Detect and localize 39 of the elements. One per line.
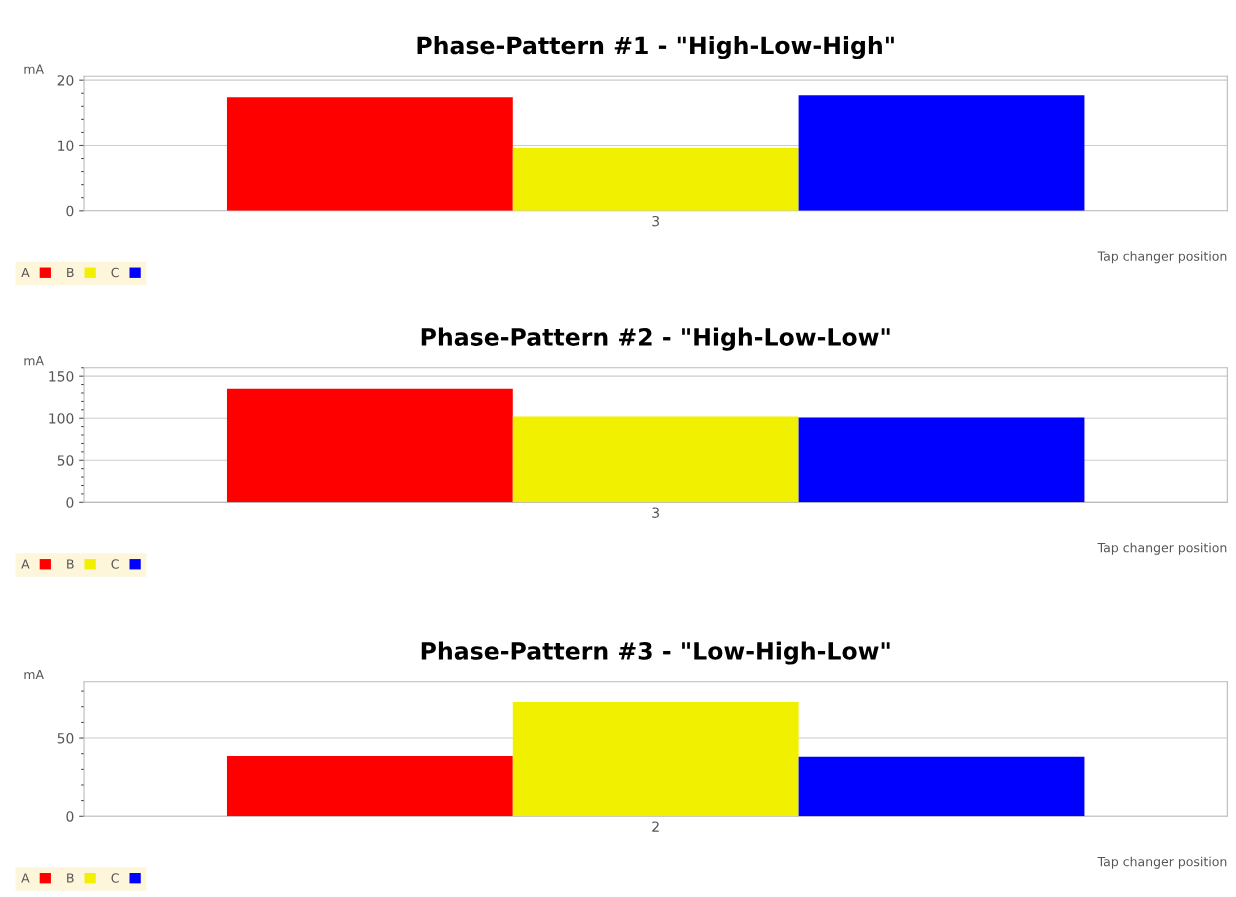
x-axis-title: Tap changer position [1097,251,1227,264]
y-tick-label: 50 [57,733,74,744]
y-tick-label: 0 [66,205,74,217]
y-axis-title: mA [24,356,44,366]
bar [226,388,513,503]
legend-label: B [67,559,74,569]
legend-label: C [111,559,119,569]
y-axis-title: mA [24,64,44,74]
bar [798,756,1085,817]
chart-title: Phase-Pattern #1 - "High-Low-High" [417,36,894,60]
chart-title: Phase-Pattern #2 - "High-Low-Low" [421,327,890,351]
legend-label: A [21,873,30,883]
x-tick-label: 2 [652,821,659,832]
bar [226,97,513,211]
bar [512,702,799,817]
x-axis-title: Tap changer position [1097,856,1227,869]
y-tick-label: 0 [66,811,74,822]
y-tick-label: 50 [57,455,74,466]
bar [226,756,513,817]
y-axis-title: mA [24,670,44,680]
bar [512,416,799,503]
legend-label: B [67,873,74,883]
x-tick-label: 3 [652,507,659,518]
y-tick-label: 20 [57,75,74,86]
y-tick-label: 150 [49,371,74,382]
bar [798,417,1085,503]
legend-label: A [21,267,30,278]
legend-label: B [67,267,74,278]
chart-title: Phase-Pattern #3 - "Low-High-Low" [421,641,890,665]
legend-label: C [111,267,119,278]
y-tick-label: 0 [66,497,74,508]
legend-label: C [111,873,119,883]
y-tick-label: 10 [58,140,74,151]
bar [512,148,799,211]
legend-label: A [21,559,30,569]
x-axis-title: Tap changer position [1097,542,1227,555]
x-tick-label: 3 [652,215,659,227]
bar [798,95,1085,211]
y-tick-label: 100 [49,413,74,424]
